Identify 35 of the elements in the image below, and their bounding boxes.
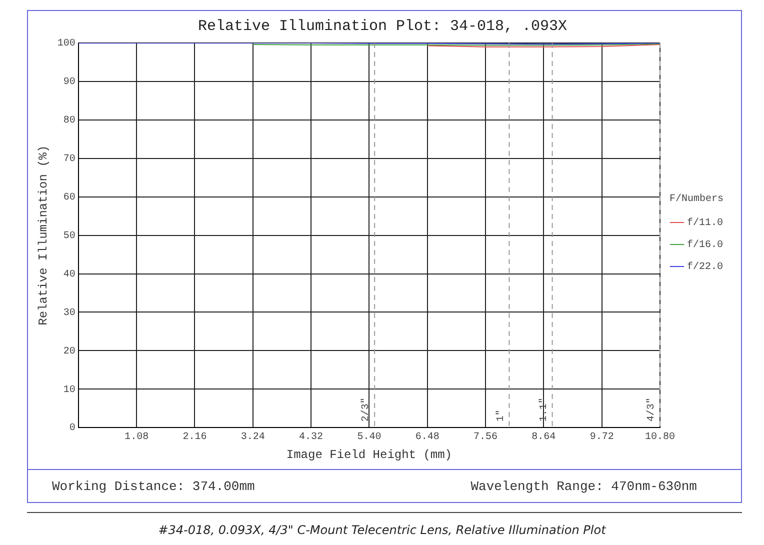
y-tick-label: 60 (63, 192, 76, 204)
y-tick-label: 30 (63, 308, 76, 319)
legend-title: F/Numbers (669, 193, 724, 206)
x-tick-label: 7.56 (474, 432, 498, 444)
legend-label: f/22.0 (686, 261, 724, 274)
annotation: 1.1" (538, 398, 550, 422)
x-tick-label: 3.24 (240, 432, 265, 444)
y-tick-label: 20 (63, 346, 76, 358)
y-tick-label: 40 (63, 269, 76, 280)
text: Wavelength Range: 470nm-630nm (470, 479, 697, 494)
y-tick-label: 80 (63, 116, 76, 127)
legend-label: f/16.0 (686, 239, 724, 252)
y-tick-label: 90 (63, 77, 76, 88)
x-tick-label: 6.48 (415, 432, 440, 444)
x-tick-label: 2.16 (182, 432, 207, 444)
y-axis-title: Relative Illumination (%) (36, 145, 50, 326)
x-tick-label: 8.64 (532, 432, 556, 444)
chart-title: Relative Illumination Plot: 34-018, .093X (198, 18, 568, 35)
y-tick-label: 100 (57, 38, 76, 50)
x-tick-label: 5.40 (357, 432, 382, 444)
annotation: 1" (494, 410, 507, 422)
x-tick-label: 4.32 (299, 432, 324, 444)
annotation: 2/3" (360, 398, 372, 422)
text: Working Distance: 374.00mm (52, 479, 255, 494)
x-tick-label: 9.72 (590, 432, 614, 444)
x-axis-title: Image Field Height (mm) (286, 448, 452, 462)
annotation: 4/3" (646, 398, 658, 422)
y-tick-label: 0 (69, 423, 76, 434)
y-tick-label: 10 (63, 384, 76, 396)
text: #34-018, 0.093X, 4/3" C-Mount Telecentric Lens, Relative Illumination Plot (157, 523, 608, 537)
y-tick-label: 70 (63, 154, 76, 166)
legend-label: f/11.0 (686, 217, 724, 230)
y-tick-label: 50 (63, 230, 76, 242)
x-tick-label: 1.08 (124, 432, 149, 444)
x-tick-label: 10.80 (644, 432, 675, 444)
